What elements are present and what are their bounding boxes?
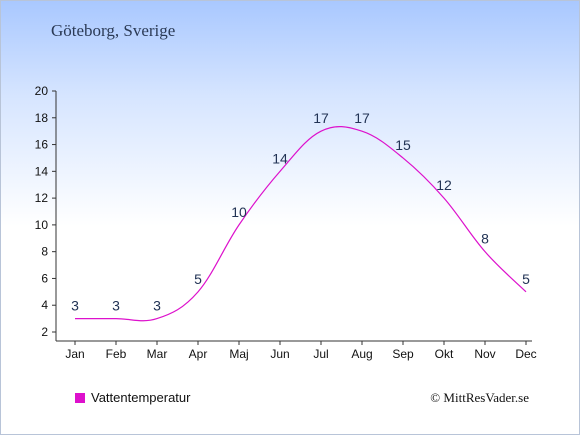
data-label: 3 [153,298,161,314]
legend-swatch [75,392,85,403]
legend-label: Vattentemperatur [91,390,191,405]
y-tick-label: 20 [35,84,49,98]
x-tick-label: Feb [106,347,127,361]
data-label: 3 [71,298,79,314]
x-tick-label: Jan [65,347,84,361]
x-tick-label: Okt [435,347,454,361]
legend: Vattentemperatur [75,390,190,405]
y-tick-label: 8 [41,245,48,259]
data-label: 14 [272,150,288,166]
y-tick-label: 6 [41,271,48,285]
data-label: 8 [481,231,489,247]
y-tick-label: 16 [35,138,49,152]
x-tick-label: Mar [147,347,168,361]
x-tick-label: Aug [351,347,372,361]
data-label: 17 [354,110,370,126]
data-label: 10 [231,204,247,220]
location-title: Göteborg, Sverige [51,21,176,40]
x-tick-label: Nov [474,347,495,361]
data-label: 15 [395,137,411,153]
y-tick-label: 14 [35,164,49,178]
x-tick-label: Apr [189,347,208,361]
data-label: 5 [194,271,202,287]
x-tick-label: Jun [270,347,289,361]
copyright-text: © MittResVader.se [430,390,529,405]
x-tick-label: Sep [392,347,414,361]
y-tick-label: 4 [41,298,48,312]
y-tick-label: 2 [41,325,48,339]
y-tick-label: 10 [35,218,49,232]
y-tick-label: 12 [35,191,49,205]
data-label: 17 [313,110,329,126]
x-tick-label: Jul [313,347,328,361]
series-line-vattentemperatur [75,126,527,322]
y-tick-label: 18 [35,111,49,125]
data-label: 3 [112,298,120,314]
data-label: 12 [436,177,452,193]
x-tick-label: Dec [515,347,536,361]
x-tick-label: Maj [229,347,248,361]
data-label: 5 [522,271,530,287]
